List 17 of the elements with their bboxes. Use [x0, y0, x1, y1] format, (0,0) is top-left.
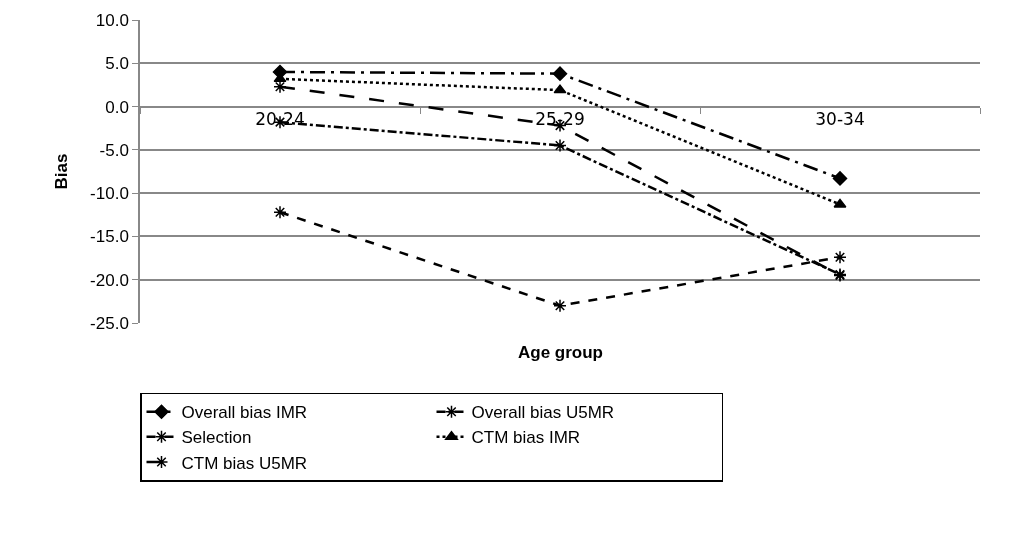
legend-label: CTM bias U5MR — [181, 453, 308, 473]
legend-label: Overall bias IMR — [181, 403, 308, 423]
x-tick-label: 25-29 — [535, 108, 585, 129]
y-tick-label: -20.0 — [90, 270, 129, 290]
x-axis-title: Age group — [518, 343, 603, 362]
y-tick-label: -5.0 — [99, 140, 129, 160]
y-tick-label: 5.0 — [105, 54, 129, 74]
y-tick-label: -10.0 — [90, 184, 129, 204]
y-axis-title: Bias — [52, 153, 72, 190]
legend-label: Selection — [181, 428, 252, 448]
legend-label: Overall bias U5MR — [471, 403, 615, 423]
y-tick-label: -25.0 — [90, 313, 129, 333]
y-tick-label: 10.0 — [95, 10, 129, 30]
y-tick-label: 0.0 — [105, 97, 129, 117]
legend-label: CTM bias IMR — [471, 428, 581, 448]
x-tick-label: 30-34 — [815, 108, 865, 129]
y-tick-label: -15.0 — [90, 227, 129, 247]
